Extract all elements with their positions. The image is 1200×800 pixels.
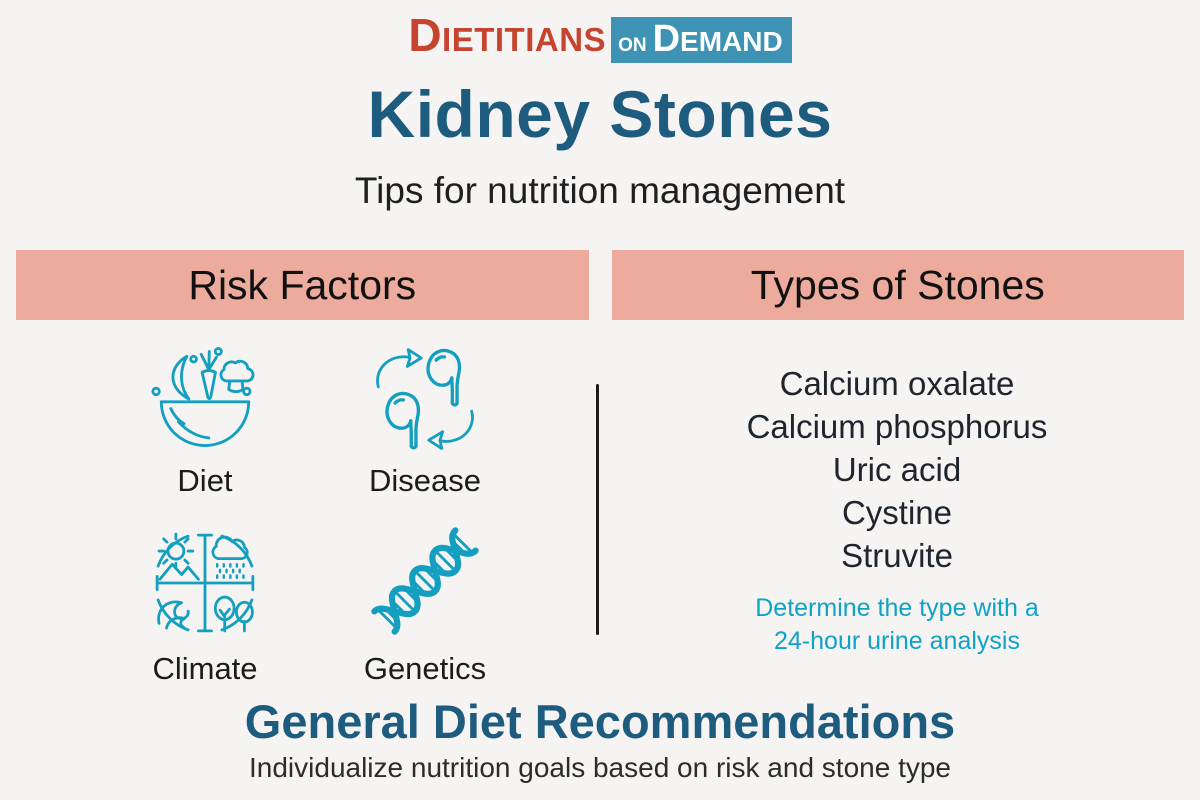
stone-type: Uric acid (832, 451, 962, 488)
brand-logo-demand: Demand (652, 18, 783, 60)
page-subtitle: Tips for nutrition management (354, 170, 846, 211)
risk-item-disease: Disease (315, 336, 535, 498)
risk-label-climate: Climate (152, 651, 258, 687)
urine-analysis-note-line1: Determine the type with a (755, 594, 1039, 622)
brand-logo-box: on Demand (611, 17, 792, 63)
brand-logo-dietitians: Dietitians (408, 9, 607, 61)
brand-logo: Dietitians on Demand (0, 12, 1200, 63)
urine-analysis-note: Determine the type with a 24-hour urine … (610, 592, 1184, 658)
page-title: Kidney Stones (367, 77, 833, 151)
stone-type: Calcium oxalate (779, 365, 1015, 402)
brand-logo-on: on (618, 35, 647, 56)
stone-type: Struvite (841, 537, 953, 574)
urine-analysis-note-line2: 24-hour urine analysis (774, 627, 1020, 655)
diet-recommendations-subheading: Individualize nutrition goals based on r… (249, 752, 951, 783)
stone-types-list: Calcium oxalate Calcium phosphorus Uric … (610, 362, 1184, 658)
stone-type: Cystine (841, 494, 953, 531)
risk-factors-heading: Risk Factors (16, 250, 589, 320)
risk-item-climate: Climate (95, 524, 315, 686)
diet-recommendations-heading: General Diet Recommendations (244, 695, 956, 748)
diet-bowl-icon (148, 336, 262, 456)
risk-item-diet: Diet (95, 336, 315, 498)
risk-item-genetics: Genetics (315, 524, 535, 686)
risk-factors-grid: Diet (95, 336, 535, 686)
column-divider (596, 384, 599, 635)
stone-type: Calcium phosphorus (746, 408, 1048, 445)
dna-helix-icon (362, 524, 488, 644)
risk-label-genetics: Genetics (363, 651, 487, 687)
types-of-stones-heading: Types of Stones (611, 250, 1184, 320)
section-bars: Risk Factors Types of Stones (16, 250, 1184, 320)
climate-quadrants-icon (144, 524, 266, 644)
risk-label-disease: Disease (369, 463, 481, 498)
kidneys-cycle-icon (369, 336, 481, 456)
risk-label-diet: Diet (177, 463, 233, 498)
